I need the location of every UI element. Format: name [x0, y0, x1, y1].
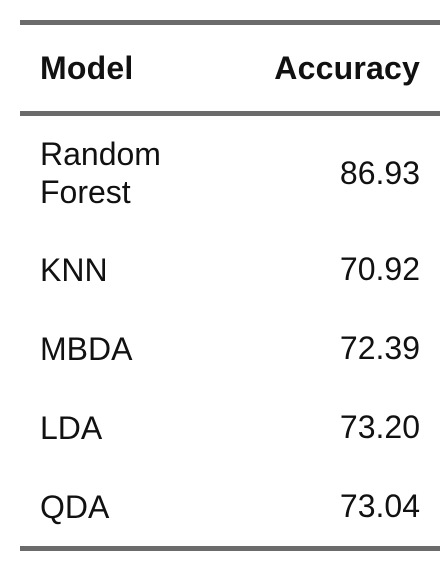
model-cell: QDA [40, 488, 110, 525]
header-accuracy: Accuracy [274, 49, 420, 86]
table-row: LDA 73.20 [20, 388, 440, 467]
accuracy-cell: 73.04 [339, 488, 420, 524]
table-row: Random Forest 86.93 [20, 116, 440, 230]
table-row: QDA 73.04 [20, 467, 440, 546]
model-name-line1: Random [40, 136, 161, 172]
model-cell: KNN [40, 251, 108, 288]
results-table: Model Accuracy Random Forest 86.93 KNN 7… [20, 20, 440, 551]
table-row: KNN 70.92 [20, 230, 440, 309]
bottom-rule [20, 546, 440, 551]
accuracy-cell: 73.20 [339, 409, 420, 445]
model-name-line2: Forest [40, 174, 131, 210]
model-cell: Random Forest [40, 135, 161, 211]
accuracy-cell: 72.39 [339, 330, 420, 366]
accuracy-cell: 86.93 [339, 154, 420, 191]
model-cell: LDA [40, 409, 103, 446]
model-cell: MBDA [40, 330, 133, 367]
header-rule [20, 111, 440, 116]
table-row: MBDA 72.39 [20, 309, 440, 388]
header-row: Model Accuracy [20, 25, 440, 111]
top-rule [20, 20, 440, 25]
header-model: Model [40, 50, 134, 86]
accuracy-cell: 70.92 [339, 251, 420, 287]
